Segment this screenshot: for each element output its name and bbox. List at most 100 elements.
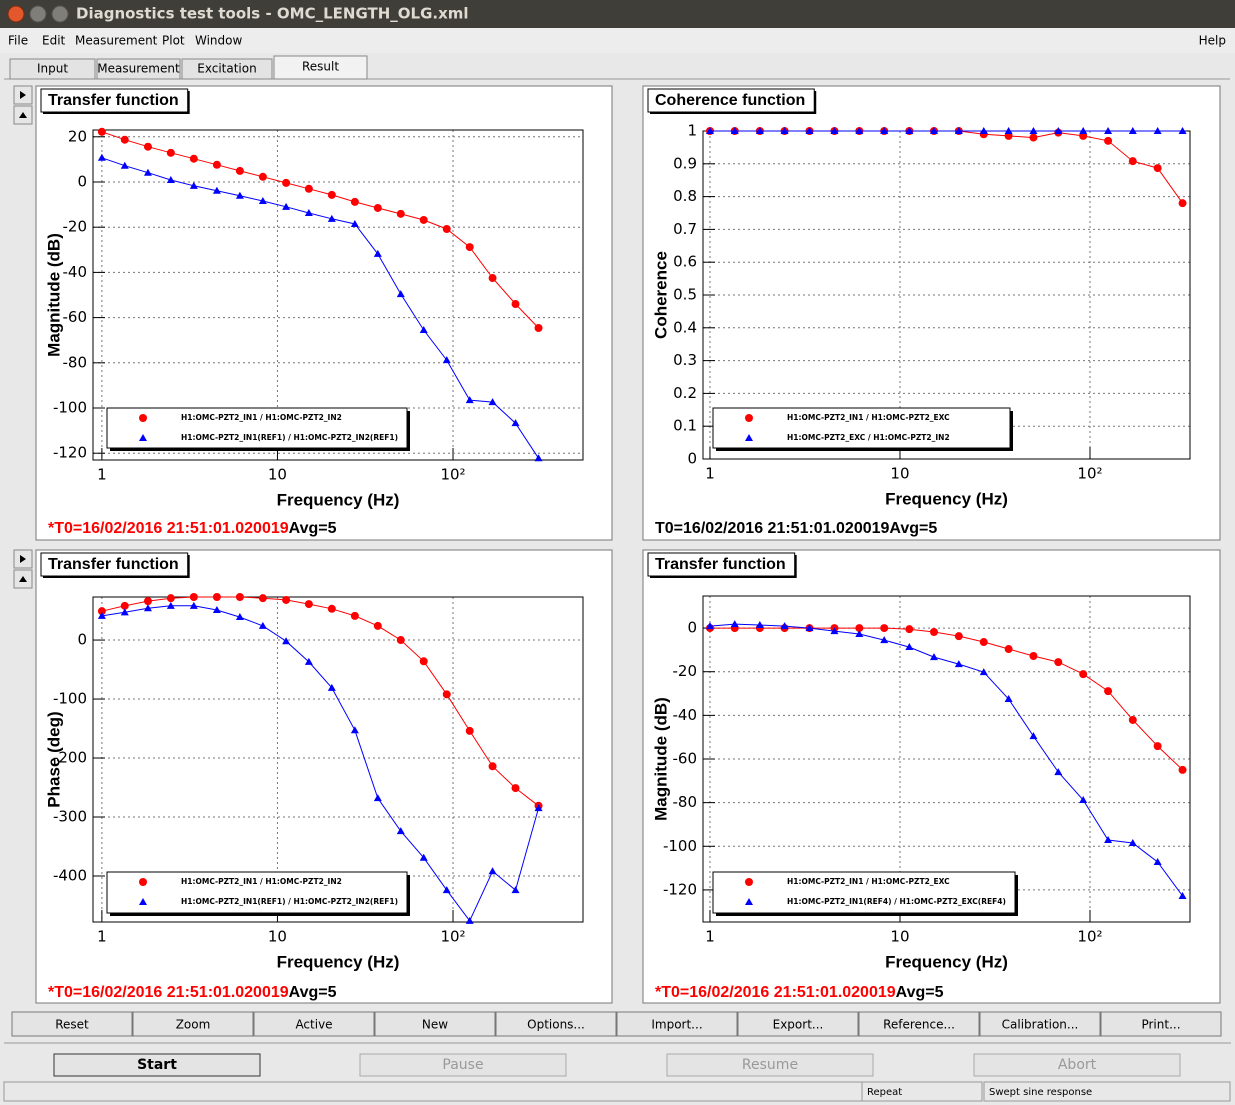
y-tick-label: 0 xyxy=(77,631,87,649)
run-button[interactable] xyxy=(53,1053,261,1077)
menu-item[interactable]: File xyxy=(8,34,28,48)
tab[interactable] xyxy=(9,58,96,80)
point xyxy=(1054,127,1063,134)
plot-button[interactable] xyxy=(1100,1011,1222,1037)
point xyxy=(212,605,221,613)
point xyxy=(1153,857,1162,865)
point xyxy=(1079,127,1088,134)
y-tick-label: -20 xyxy=(673,662,698,680)
tab[interactable] xyxy=(273,55,368,80)
plot-button-label[interactable]: Import... xyxy=(651,1018,702,1032)
legend xyxy=(712,871,1016,914)
point xyxy=(705,127,714,134)
tab-label[interactable]: Measurement xyxy=(97,62,180,76)
plot-button-label[interactable]: Reset xyxy=(55,1018,89,1032)
point xyxy=(880,624,889,633)
point xyxy=(327,214,336,222)
menu-help[interactable]: Help xyxy=(1199,34,1226,48)
y-tick-label: 0 xyxy=(687,450,697,468)
point xyxy=(373,621,382,630)
plot-button-label[interactable]: Options... xyxy=(527,1018,585,1032)
menu-item[interactable]: Window xyxy=(195,34,243,48)
point xyxy=(755,127,764,134)
plot-button[interactable] xyxy=(253,1011,375,1037)
plot-button[interactable] xyxy=(374,1011,496,1037)
plot-button-label[interactable]: New xyxy=(422,1018,448,1032)
plot-button[interactable] xyxy=(132,1011,254,1037)
legend xyxy=(106,871,408,914)
point xyxy=(235,166,244,175)
point xyxy=(745,898,753,905)
plot-button-label[interactable]: Export... xyxy=(773,1018,824,1032)
point xyxy=(730,127,739,134)
point xyxy=(120,161,129,169)
point xyxy=(373,249,382,257)
series-line xyxy=(710,627,1183,771)
t0-label: *T0=16/02/2016 21:51:01.020019 xyxy=(48,520,289,537)
tab-label[interactable]: Result xyxy=(302,60,339,74)
plot-button-label[interactable]: Active xyxy=(295,1018,332,1032)
y-tick-label: 0 xyxy=(687,619,697,637)
point xyxy=(282,595,291,604)
point xyxy=(327,604,336,613)
legend xyxy=(712,407,1011,449)
point xyxy=(97,153,106,161)
avg-label: Avg=5 xyxy=(889,520,937,537)
point xyxy=(1153,127,1162,134)
chart-title: Transfer function xyxy=(655,556,786,573)
y-tick-label: 20 xyxy=(68,127,87,145)
menu-item[interactable]: Measurement xyxy=(75,34,158,48)
tab[interactable] xyxy=(181,58,273,80)
point xyxy=(465,916,474,924)
y-tick-label: 0.9 xyxy=(673,154,697,172)
plot-button[interactable] xyxy=(737,1011,859,1037)
plot-frame xyxy=(93,130,583,460)
menu-item[interactable]: Edit xyxy=(42,34,66,48)
plot-button[interactable] xyxy=(858,1011,980,1037)
maximize-button[interactable] xyxy=(51,5,69,23)
y-tick-label: -60 xyxy=(63,308,88,326)
point xyxy=(745,434,753,441)
chart-title: Transfer function xyxy=(48,92,179,109)
plot-border xyxy=(702,595,1191,923)
plot-button-label[interactable]: Zoom xyxy=(176,1018,211,1032)
point xyxy=(954,127,963,134)
point xyxy=(143,597,152,606)
point xyxy=(1029,732,1038,740)
x-tick-label: 1 xyxy=(705,465,715,483)
y-axis-label: Coherence xyxy=(651,251,670,339)
legend-label: H1:OMC-PZT2_IN1 / H1:OMC-PZT2_IN2 xyxy=(181,877,342,886)
run-button-label: Resume xyxy=(742,1057,798,1073)
plot-button-label[interactable]: Reference... xyxy=(883,1018,955,1032)
point xyxy=(139,414,147,422)
run-button-label[interactable]: Start xyxy=(137,1057,177,1073)
point xyxy=(979,668,988,676)
title-box xyxy=(647,552,796,577)
legend-label: H1:OMC-PZT2_IN1(REF1) / H1:OMC-PZT2_IN2(… xyxy=(181,433,398,442)
tab-label[interactable]: Excitation xyxy=(197,62,256,76)
chart-panel: 1 10 10² 0 -100 -200 -300 -400 H1:OMC-PZT2_IN1 /… xyxy=(13,549,613,1004)
plot-button[interactable] xyxy=(11,1011,133,1037)
t0-label: *T0=16/02/2016 21:51:01.020019 xyxy=(48,984,289,1001)
point xyxy=(120,135,129,144)
plot-button-label[interactable]: Calibration... xyxy=(1002,1018,1079,1032)
plot-button[interactable] xyxy=(495,1011,617,1037)
y-tick-label: 0.3 xyxy=(673,351,697,369)
plot-button[interactable] xyxy=(979,1011,1101,1037)
minimize-button[interactable] xyxy=(29,5,47,23)
menu-item[interactable]: Plot xyxy=(162,34,185,48)
y-tick-label: -40 xyxy=(673,706,698,724)
point xyxy=(954,632,963,641)
tab-label[interactable]: Input xyxy=(37,62,68,76)
tab[interactable] xyxy=(96,58,181,80)
close-button[interactable] xyxy=(7,5,25,23)
point xyxy=(488,762,497,771)
point xyxy=(1004,694,1013,702)
plot-button[interactable] xyxy=(616,1011,738,1037)
point xyxy=(166,601,175,609)
point xyxy=(805,127,814,134)
point xyxy=(1054,768,1063,776)
plot-button-label[interactable]: Print... xyxy=(1141,1018,1180,1032)
point xyxy=(97,127,106,136)
point xyxy=(880,636,889,644)
